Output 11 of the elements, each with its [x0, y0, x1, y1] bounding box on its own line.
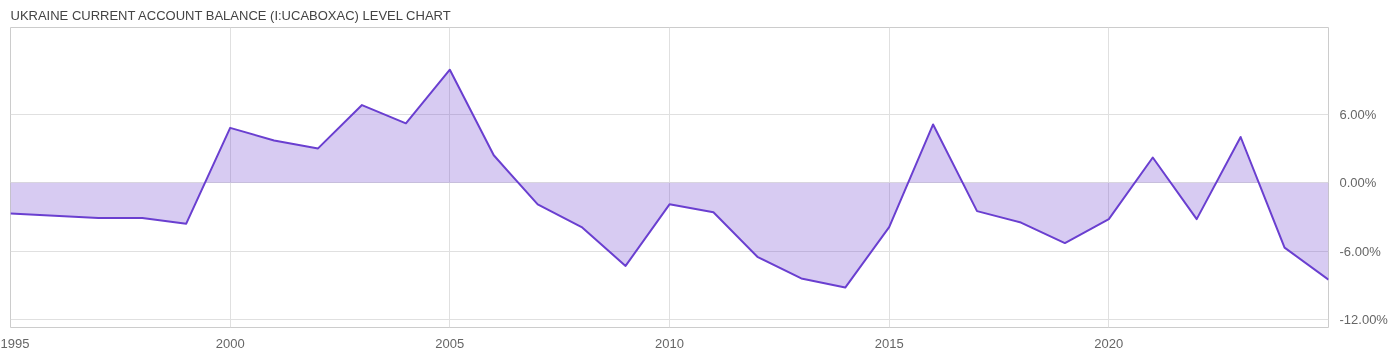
x-tick-label: 1995 [0, 335, 30, 351]
y-tick-label: -12.00% [1339, 312, 1389, 328]
x-tick-label: 2015 [874, 335, 904, 351]
x-tick-label: 2010 [655, 335, 684, 351]
chart-title: UKRAINE CURRENT ACCOUNT BALANCE (I:UCABOXAC) LEVEL CHART [10, 7, 451, 23]
x-tick-label: 2020 [1094, 335, 1124, 351]
x-tick-label: 2000 [215, 335, 245, 351]
y-tick-label: 6.00% [1339, 106, 1377, 122]
x-tick-label: 2005 [435, 335, 465, 351]
y-tick-label: -6.00% [1339, 243, 1382, 259]
y-tick-label: 0.00% [1339, 175, 1377, 191]
